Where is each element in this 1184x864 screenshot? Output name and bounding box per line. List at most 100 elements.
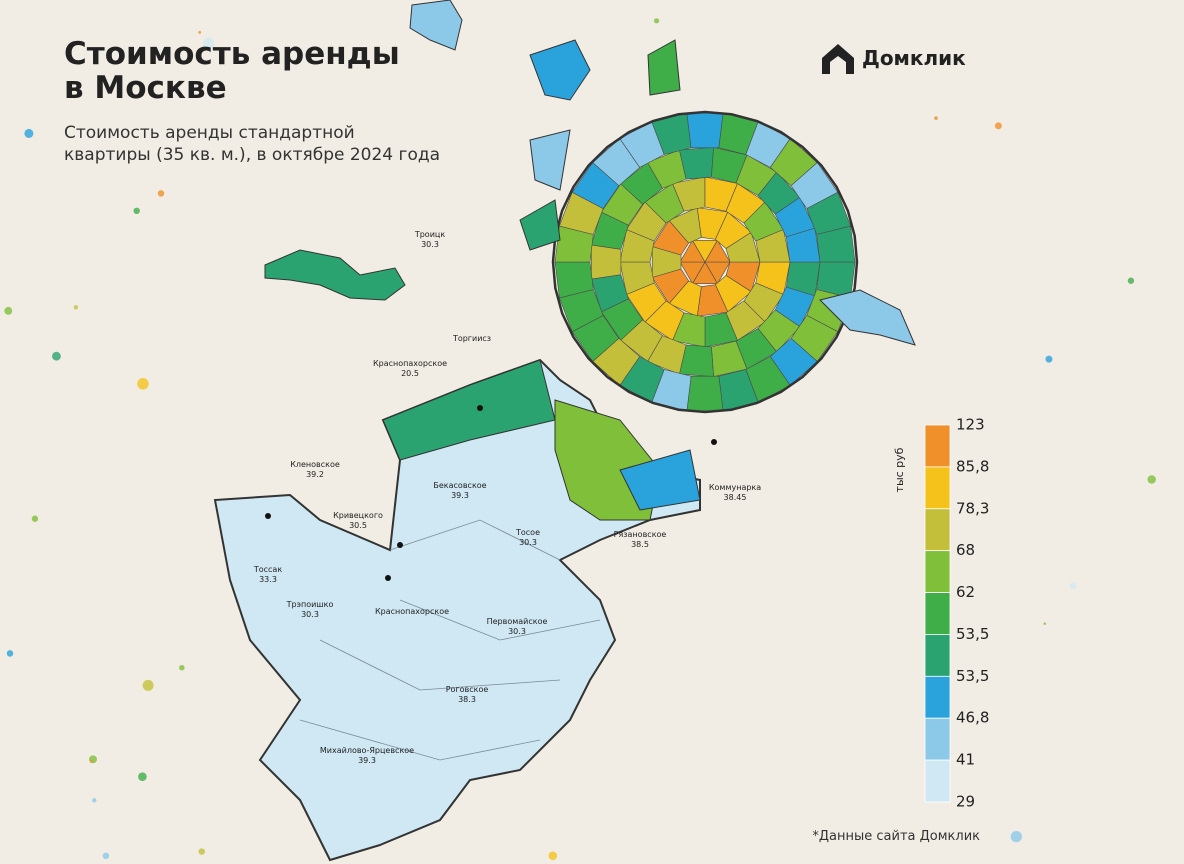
speckle [1069,582,1077,590]
subtitle: Стоимость аренды стандартной [64,123,355,143]
speckle [934,116,938,120]
legend-tick-label: 29 [956,793,975,811]
place-name: Трэпоишко [286,600,334,609]
place-name: Первомайское [487,617,548,626]
speckle [198,30,202,34]
place-value: 38.5 [631,540,649,549]
legend-bin [924,717,951,761]
district [686,375,724,412]
speckle [653,18,660,24]
legend-bin [924,634,951,677]
place-dot [397,542,403,548]
title: в Москве [64,70,227,106]
speckle [994,122,1002,130]
speckle [31,515,39,522]
speckle [1043,622,1047,625]
place-value: 30.3 [519,538,537,547]
legend-tick-label: 53,5 [956,667,989,685]
place-value: 30.5 [349,521,367,530]
legend-bin [924,424,951,468]
brand-logo [822,44,854,74]
place-value: 39.3 [451,491,469,500]
legend-bin [924,592,951,635]
place-value: 38.45 [724,493,747,502]
place-value: 30.3 [508,627,526,636]
legend-tick-label: 123 [956,416,985,434]
footnote: *Данные сайта Домклик [812,829,980,844]
place-name: Бекасовское [433,481,486,490]
moscow-core [551,110,859,414]
speckle [73,305,79,310]
place-dot [711,439,717,445]
district [619,449,701,511]
place-value: 30.3 [421,240,439,249]
legend-bin [924,550,951,593]
speckle [1127,277,1135,284]
place-name: Торгиисз [452,334,491,343]
speckle [202,37,215,49]
legend-tick-label: 78,3 [956,499,989,517]
speckle [24,128,34,138]
border [299,519,601,761]
speckle [137,378,149,390]
legend-tick-label: 62 [956,583,975,601]
place-name: Тосое [515,528,540,537]
district [529,39,591,101]
legend-tick-label: 41 [956,751,975,769]
legend-bin [924,508,951,552]
moscow-border [551,110,859,414]
place-name: Краснопахорское [373,359,447,368]
place-name: Коммунарка [709,483,761,492]
speckle [89,759,93,763]
place-value: 20.5 [401,369,419,378]
place-value: 33.3 [259,575,277,584]
legend: 123 85,8 78,3 68 62 53,5 53,5 46,8 41 29 [924,416,989,811]
place-labels: Троицк30.3ТоргиисзКраснопахорское20.5Кле… [253,230,761,765]
speckle [102,852,110,860]
place-name: Роговское [446,685,489,694]
place-name: Тоссак [253,565,282,574]
place-name: Троицк [414,230,446,239]
district [264,249,406,301]
speckle [548,851,558,861]
legend-bin [924,466,951,510]
place-value: 30.3 [301,610,319,619]
speckle [1010,831,1022,843]
place-name: Михайлово-Ярцевское [320,746,414,755]
speckle [4,306,13,315]
speckle [157,190,165,197]
place-name: Кленовское [290,460,340,469]
brand: Домклик [862,46,966,70]
place-dot [265,513,271,519]
speckle [1147,475,1156,484]
place-value: 39.3 [358,756,376,765]
legend-tick-label: 46,8 [956,709,989,727]
speckle [52,351,61,361]
place-name: Краснопахорское [375,607,449,616]
district [529,129,571,191]
district [704,239,731,263]
subtitle: квартиры (35 кв. м.), в октябре 2024 год… [64,145,440,165]
speckle [1045,355,1053,363]
legend-bin [924,675,951,719]
speckle [92,798,97,803]
place-value: 39.2 [306,470,324,479]
district [409,0,463,51]
place-name: Рязановское [614,530,667,539]
speckle [6,650,14,657]
district [816,225,856,263]
place-name: Кривецкого [333,511,383,520]
legend-label: тыс руб [893,447,906,492]
speckle [142,679,154,691]
title: Стоимость аренды [64,36,400,72]
speckle [198,848,205,855]
place-dot [385,575,391,581]
legend-tick-label: 53,5 [956,625,989,643]
speckle [133,207,140,215]
speckle [138,772,147,782]
legend-tick-label: 85,8 [956,457,989,475]
legend-tick-label: 68 [956,541,975,559]
place-dot [477,405,483,411]
district [591,244,622,280]
district [686,112,724,149]
